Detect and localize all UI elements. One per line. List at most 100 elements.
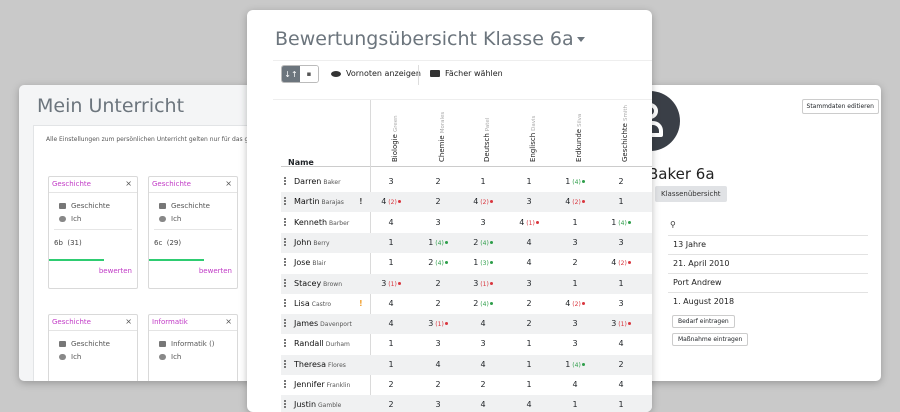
grade-cell[interactable]: 4	[371, 299, 411, 308]
grade-cell[interactable]: 3	[555, 238, 595, 247]
grade-cell[interactable]: 1	[371, 360, 411, 369]
grade-cell[interactable]: 4	[463, 400, 503, 409]
grade-cell[interactable]: 4	[509, 400, 549, 409]
close-icon[interactable]: ×	[125, 317, 132, 326]
grade-cell[interactable]: 1	[371, 238, 411, 247]
grade-cell[interactable]: 3	[418, 218, 458, 227]
lesson-tile[interactable]: Geschichte × Geschichte Ich 6c (29) bewerten	[148, 176, 238, 289]
grade-cell[interactable]: 3	[555, 319, 595, 328]
student-row[interactable]: Stacey Brown 3 (1) 2 3 (1) 3 1 1	[281, 273, 652, 294]
grade-cell[interactable]: 1 (4)	[555, 177, 595, 186]
grade-cell[interactable]: 2	[418, 279, 458, 288]
student-name[interactable]: John Berry	[294, 238, 330, 247]
student-row[interactable]: Jennifer Franklin 2 2 2 1 4 4	[281, 375, 652, 395]
grade-cell[interactable]: 1	[601, 400, 641, 409]
student-name[interactable]: Theresa Flores	[294, 360, 346, 369]
student-row[interactable]: Darren Baker 3 2 1 1 1 (4) 2	[281, 172, 652, 192]
grade-cell[interactable]: 2	[463, 380, 503, 389]
drag-handle-icon[interactable]	[284, 237, 286, 246]
student-row[interactable]: Lisa Castro! 4 2 2 (4) 2 4 (2) 3	[281, 294, 652, 314]
grade-cell[interactable]: 1	[509, 339, 549, 348]
student-name[interactable]: Lisa Castro	[294, 299, 331, 308]
drag-handle-icon[interactable]	[284, 380, 286, 388]
document-icon[interactable]: ▪	[300, 66, 318, 82]
grade-cell[interactable]: 2	[601, 177, 641, 186]
grade-lesson-link[interactable]: bewerten	[98, 267, 132, 275]
grade-cell[interactable]: 2	[418, 197, 458, 206]
grade-cell[interactable]: 4	[371, 218, 411, 227]
grade-cell[interactable]: 4 (2)	[555, 197, 595, 206]
grade-lesson-link[interactable]: bewerten	[198, 267, 232, 275]
grade-cell[interactable]: 4	[601, 380, 641, 389]
grade-cell[interactable]: 1 (4)	[418, 238, 458, 247]
grade-cell[interactable]: 2	[418, 299, 458, 308]
name-column-header[interactable]: Name	[288, 158, 314, 167]
grade-cell[interactable]: 3 (1)	[601, 319, 641, 328]
student-name[interactable]: Martin Barajas	[294, 197, 344, 206]
grade-overview-title[interactable]: Bewertungsübersicht Klasse 6a	[275, 28, 585, 50]
student-row[interactable]: Kenneth Barber 4 3 3 4 (1) 1 1 (4)	[281, 213, 652, 233]
student-row[interactable]: Justin Gamble 2 3 4 4 1 1	[281, 395, 652, 412]
show-previous-grades-button[interactable]: Vornoten anzeigen	[331, 69, 421, 78]
student-name[interactable]: Stacey Brown	[294, 279, 342, 288]
grade-cell[interactable]: 2 (4)	[463, 238, 503, 247]
grade-cell[interactable]: 1	[555, 279, 595, 288]
grade-cell[interactable]: 4	[509, 238, 549, 247]
grade-cell[interactable]: 1	[601, 279, 641, 288]
student-row[interactable]: James Davenport 4 3 (1) 4 2 3 3 (1)	[281, 314, 652, 335]
student-name[interactable]: Randall Durham	[294, 339, 350, 348]
choose-subjects-button[interactable]: Fächer wählen	[430, 69, 503, 78]
grade-cell[interactable]: 3	[371, 177, 411, 186]
drag-handle-icon[interactable]	[284, 217, 286, 226]
student-name[interactable]: James Davenport	[294, 319, 352, 328]
grade-cell[interactable]: 4 (1)	[509, 218, 549, 227]
grade-cell[interactable]: 3 (1)	[371, 279, 411, 288]
grade-cell[interactable]: 4 (2)	[555, 299, 595, 308]
lesson-tile[interactable]: Informatik × Informatik () Ich	[148, 314, 238, 381]
close-icon[interactable]: ×	[225, 317, 232, 326]
grade-cell[interactable]: 4	[371, 319, 411, 328]
grade-cell[interactable]: 1	[601, 197, 641, 206]
grade-cell[interactable]: 2	[418, 177, 458, 186]
grade-cell[interactable]: 1	[463, 177, 503, 186]
grade-cell[interactable]: 4 (2)	[601, 258, 641, 267]
grade-cell[interactable]: 4	[418, 360, 458, 369]
grade-cell[interactable]: 4	[463, 360, 503, 369]
student-name[interactable]: Darren Baker	[294, 177, 341, 186]
grade-cell[interactable]: 1	[555, 218, 595, 227]
grade-cell[interactable]: 3	[418, 339, 458, 348]
grade-cell[interactable]: 1 (4)	[601, 218, 641, 227]
grade-cell[interactable]: 2 (4)	[463, 299, 503, 308]
grade-cell[interactable]: 1 (4)	[555, 360, 595, 369]
grade-cell[interactable]: 1	[509, 380, 549, 389]
grade-cell[interactable]: 1	[509, 360, 549, 369]
grade-cell[interactable]: 4 (2)	[371, 197, 411, 206]
drag-handle-icon[interactable]	[284, 359, 286, 368]
student-row[interactable]: John Berry 1 1 (4) 2 (4) 4 3 3	[281, 232, 652, 253]
grade-cell[interactable]: 2 (4)	[418, 258, 458, 267]
grade-cell[interactable]: 3	[601, 299, 641, 308]
sort-icon[interactable]: ↓↑	[282, 66, 300, 82]
lesson-tile[interactable]: Geschichte × Geschichte Ich 6b (31) bewerten	[48, 176, 138, 289]
drag-handle-icon[interactable]	[284, 177, 286, 185]
grade-cell[interactable]: 4	[463, 319, 503, 328]
drag-handle-icon[interactable]	[284, 319, 286, 328]
close-icon[interactable]: ×	[225, 179, 232, 188]
student-name[interactable]: Jose Blair	[294, 258, 326, 267]
add-need-button[interactable]: Bedarf eintragen	[672, 315, 735, 328]
student-row[interactable]: Martin Barajas! 4 (2) 2 4 (2) 3 4 (2) 1	[281, 192, 652, 213]
grade-cell[interactable]: 2	[509, 299, 549, 308]
drag-handle-icon[interactable]	[284, 278, 286, 287]
class-overview-button[interactable]: Klassenübersicht	[655, 186, 727, 202]
grade-cell[interactable]: 4 (2)	[463, 197, 503, 206]
grade-cell[interactable]: 3 (1)	[418, 319, 458, 328]
grade-cell[interactable]: 2	[371, 400, 411, 409]
grade-cell[interactable]: 3	[509, 197, 549, 206]
grade-cell[interactable]: 4	[509, 258, 549, 267]
grade-cell[interactable]: 2	[418, 380, 458, 389]
drag-handle-icon[interactable]	[284, 258, 286, 267]
drag-handle-icon[interactable]	[284, 197, 286, 206]
grade-cell[interactable]: 1	[371, 258, 411, 267]
add-measure-button[interactable]: Maßnahme eintragen	[672, 333, 749, 346]
drag-handle-icon[interactable]	[284, 298, 286, 307]
